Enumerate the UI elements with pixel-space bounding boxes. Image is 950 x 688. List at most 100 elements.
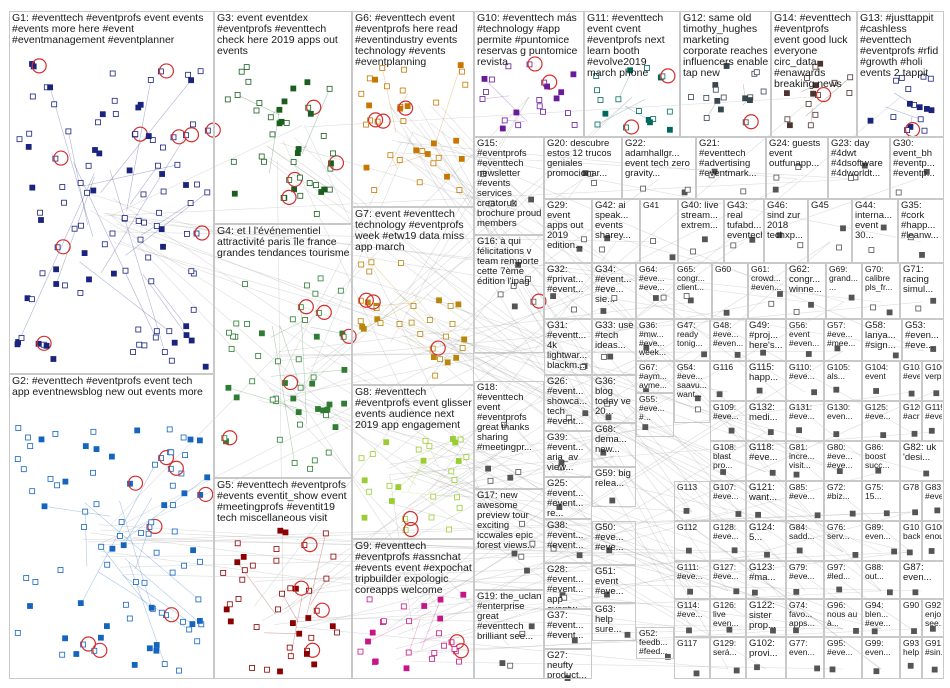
- node-g14: [813, 82, 819, 89]
- group-label: G7: event #eventtech technology #eventpr…: [355, 209, 465, 254]
- edge-between-groups: [439, 455, 615, 488]
- node-g1: [187, 200, 194, 207]
- group-box-g50: G50: #eve... #eve...: [592, 521, 636, 565]
- node-g12: [703, 95, 710, 101]
- node-g4: [341, 400, 348, 407]
- edge-between-groups: [122, 215, 924, 352]
- node-g23: [861, 162, 868, 169]
- node-g2: [38, 436, 45, 443]
- node-g124: [764, 551, 770, 558]
- node-g132: [767, 429, 774, 436]
- node-g54: [695, 406, 701, 413]
- group-box-g70: G70: calibre pls_fr...: [862, 263, 900, 319]
- node-g29: [581, 236, 587, 243]
- node-g9: [405, 649, 412, 656]
- node-g10: [479, 96, 486, 102]
- self-loop: [80, 636, 97, 652]
- node-g95: [829, 666, 836, 673]
- node-g3: [276, 106, 283, 113]
- group-box-g10: G10: #eventtech más #technology #app per…: [474, 11, 584, 137]
- group-box-g2: G2: #eventtech #eventprofs event tech ap…: [9, 374, 214, 679]
- node-g3: [290, 85, 297, 92]
- self-loop: [358, 292, 374, 308]
- node-g2: [14, 630, 21, 636]
- node-g14: [810, 90, 816, 97]
- group-box-g124: G124: 5...: [746, 521, 786, 561]
- node-g28: [561, 594, 568, 601]
- edge-between-groups: [119, 241, 767, 473]
- group-label: G16: à qui félicitations v team remporte…: [477, 237, 539, 287]
- node-g3: [238, 68, 245, 75]
- edge-internal: [371, 262, 427, 324]
- node-g26: [582, 410, 589, 417]
- node-g8: [452, 439, 459, 446]
- node-g17: [529, 540, 536, 547]
- node-g6: [400, 118, 407, 124]
- group-box-g36: G36: #mw... #eve... week...: [636, 319, 674, 361]
- self-loop: [198, 486, 214, 503]
- group-box-g5: G5: #eventtech #eventprofs #events event…: [214, 478, 352, 679]
- node-g3: [280, 194, 287, 201]
- node-g13: [890, 114, 897, 120]
- edge-internal: [482, 95, 510, 100]
- group-box-g64: G64: #eve... #eve...: [636, 263, 674, 319]
- group-label: G39: #event... aria_av view...: [547, 433, 584, 473]
- edge-between-groups: [400, 334, 882, 553]
- group-label: G129: será...: [713, 639, 737, 657]
- group-label: G63: help sure...: [595, 605, 622, 635]
- node-g7: [443, 333, 449, 340]
- node-g12: [703, 115, 710, 121]
- node-g1: [29, 93, 36, 100]
- node-g17: [524, 567, 530, 574]
- edge-internal: [68, 131, 88, 225]
- node-g13: [924, 106, 930, 112]
- node-g10: [553, 95, 560, 102]
- edge-between-groups: [282, 142, 402, 375]
- node-g1: [157, 68, 164, 75]
- node-g117: [693, 670, 700, 677]
- node-g7: [366, 268, 373, 275]
- edge-between-groups: [304, 398, 729, 553]
- node-g11: [602, 110, 609, 117]
- group-label: G56: event #even...: [789, 321, 820, 348]
- node-g1: [81, 250, 88, 257]
- group-label: G44: interna... event 30...: [855, 201, 892, 241]
- group-label: G117: [677, 639, 698, 648]
- edge-between-groups: [439, 480, 844, 630]
- node-g2: [146, 645, 153, 652]
- node-g108: [720, 469, 726, 475]
- node-g7: [436, 297, 442, 304]
- edge-internal: [885, 106, 921, 120]
- node-g19: [528, 623, 535, 630]
- edge-between-groups: [431, 106, 844, 553]
- edge-between-groups: [409, 241, 831, 607]
- group-label: G36: blog today ve 20...: [595, 377, 631, 417]
- node-g4: [311, 457, 318, 464]
- group-label: G1: #eventtech #eventprofs event events …: [12, 13, 204, 47]
- node-g7: [447, 302, 454, 309]
- edge-between-groups: [425, 431, 767, 633]
- node-g1: [85, 162, 92, 169]
- node-g1: [51, 101, 58, 108]
- node-g7: [357, 297, 364, 304]
- group-label: G46: sind zur 2018 techxp...: [767, 201, 803, 241]
- group-label: G25: #event... #event... re...: [547, 479, 584, 519]
- self-loop: [31, 58, 47, 74]
- edge-between-groups: [113, 241, 923, 473]
- group-box-g111: G111: #eve...: [674, 561, 710, 599]
- group-box-g131: G131: #eve...: [786, 401, 824, 441]
- node-g37: [571, 637, 578, 644]
- node-g1: [77, 289, 84, 296]
- group-label: G59: big relea...: [595, 469, 631, 489]
- node-g1: [161, 349, 168, 355]
- node-g6: [459, 68, 465, 75]
- edge-between-groups: [399, 152, 860, 180]
- node-g3: [307, 110, 314, 117]
- edge-between-groups: [87, 511, 912, 543]
- node-g1: [59, 184, 66, 190]
- group-label: G13: #justtappit #cashless #eventtech #e…: [860, 13, 939, 80]
- edge-internal: [100, 135, 187, 273]
- group-label: G32: #privat... #event...: [547, 265, 584, 295]
- group-label: G86: boost succ...: [865, 443, 890, 470]
- node-g3: [305, 104, 312, 111]
